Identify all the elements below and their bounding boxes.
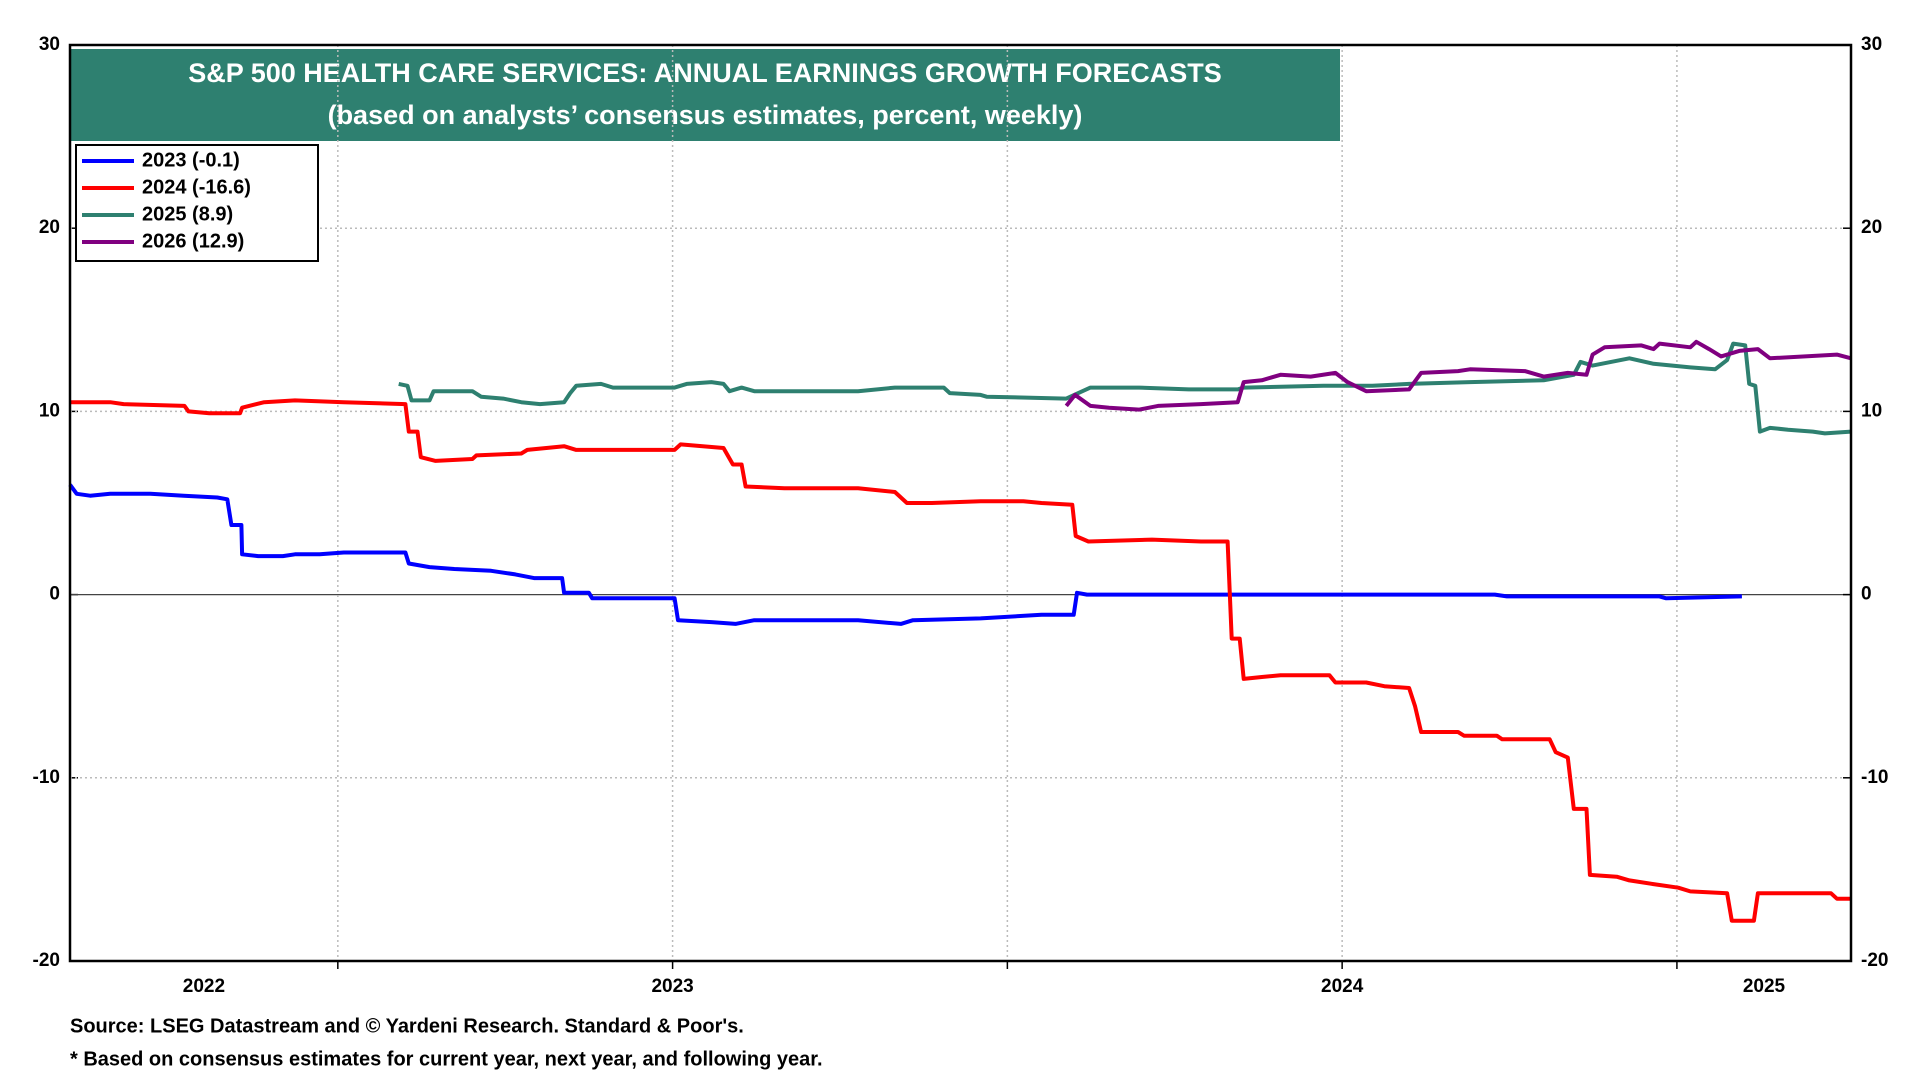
y-tick-label: 0 [49,584,60,605]
y2-tick-label: 30 [1861,34,1882,55]
y-tick-label: 10 [39,400,60,421]
series-line [70,398,1851,923]
series-line [1064,339,1852,412]
y-tick-label: 20 [39,217,60,238]
y2-tick-label: 10 [1861,400,1882,421]
plot-frame [68,43,1853,963]
y-tick-label: -20 [33,950,60,971]
series-line [398,341,1852,436]
y2-tick-label: -20 [1861,950,1888,971]
y2-tick-label: 20 [1861,217,1882,238]
y-tick-label: -10 [33,767,60,788]
x-tick-label: 2023 [651,976,693,997]
chart-subtitle: (based on analysts’ consensus estimates,… [328,100,1083,130]
source: Source: LSEG Datastream and © Yardeni Re… [70,1015,744,1037]
legend-label: 2024 (-16.6) [142,176,251,198]
legend-label: 2026 (12.9) [142,230,244,252]
chart-title: S&P 500 HEALTH CARE SERVICES: ANNUAL EAR… [188,58,1222,88]
x-tick-label: 2022 [183,976,225,997]
legend-label: 2023 (-0.1) [142,149,240,171]
footnote: * Based on consensus estimates for curre… [70,1048,823,1070]
x-tick-label: 2025 [1743,976,1786,997]
title-box [70,49,1340,141]
y2-tick-label: 0 [1861,584,1872,605]
x-tick-label: 2024 [1321,976,1364,997]
legend-label: 2025 (8.9) [142,203,233,225]
y2-tick-label: -10 [1861,767,1888,788]
y-tick-label: 30 [39,34,60,55]
series-line [68,483,1742,626]
